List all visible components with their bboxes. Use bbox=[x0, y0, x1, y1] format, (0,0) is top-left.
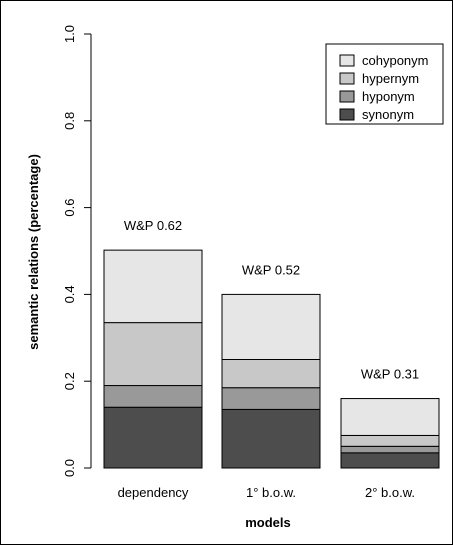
legend-swatch-hypernym bbox=[339, 72, 355, 85]
y-tick-label: 0.4 bbox=[62, 285, 77, 303]
bar-segment-hypernym bbox=[103, 322, 203, 387]
bar-segment-cohyponym bbox=[221, 293, 321, 360]
y-axis-title: semantic relations (percentage) bbox=[26, 154, 41, 350]
legend-swatch-synonym bbox=[339, 108, 355, 121]
bars bbox=[103, 249, 440, 469]
bar-segment-cohyponym bbox=[340, 398, 440, 436]
bar-annotation: W&P 0.52 bbox=[242, 262, 300, 277]
legend-swatch-hyponym bbox=[339, 90, 355, 103]
x-axis-labels: dependency 1° b.o.w. 2° b.o.w. bbox=[118, 485, 415, 500]
legend-label: synonym bbox=[362, 107, 414, 122]
y-tick-label: 0.8 bbox=[62, 112, 77, 130]
y-tick-label: 0.0 bbox=[62, 459, 77, 477]
legend-label: hypernym bbox=[362, 71, 419, 86]
x-axis-title: models bbox=[245, 515, 291, 530]
y-tick-label: 0.2 bbox=[62, 372, 77, 390]
x-tick-label: dependency bbox=[118, 485, 189, 500]
legend-swatch-cohyponym bbox=[339, 54, 355, 67]
bar-segment-cohyponym bbox=[103, 249, 203, 324]
bar-segment-hyponym bbox=[221, 387, 321, 410]
y-tick-label: 1.0 bbox=[62, 25, 77, 43]
bar-segment-hypernym bbox=[221, 359, 321, 389]
bar-segment-synonym bbox=[103, 406, 203, 469]
legend: cohyponym hypernym hyponym synonym bbox=[325, 43, 444, 125]
bar-annotation: W&P 0.31 bbox=[361, 367, 419, 382]
bar-annotations: W&P 0.62 W&P 0.52 W&P 0.31 bbox=[124, 218, 419, 381]
bar-segment-hyponym bbox=[340, 445, 440, 454]
bar-segment-synonym bbox=[221, 408, 321, 469]
y-axis: 0.0 0.2 0.4 0.6 0.8 1.0 bbox=[62, 25, 92, 477]
y-tick-label: 0.6 bbox=[62, 199, 77, 217]
bar-segment-hypernym bbox=[340, 434, 440, 447]
legend-label: cohyponym bbox=[362, 53, 428, 68]
x-tick-label: 2° b.o.w. bbox=[365, 485, 415, 500]
x-tick-label: 1° b.o.w. bbox=[246, 485, 296, 500]
bar-annotation: W&P 0.62 bbox=[124, 218, 182, 233]
bar-segment-hyponym bbox=[103, 385, 203, 408]
legend-label: hyponym bbox=[362, 89, 415, 104]
bar-segment-synonym bbox=[340, 452, 440, 469]
